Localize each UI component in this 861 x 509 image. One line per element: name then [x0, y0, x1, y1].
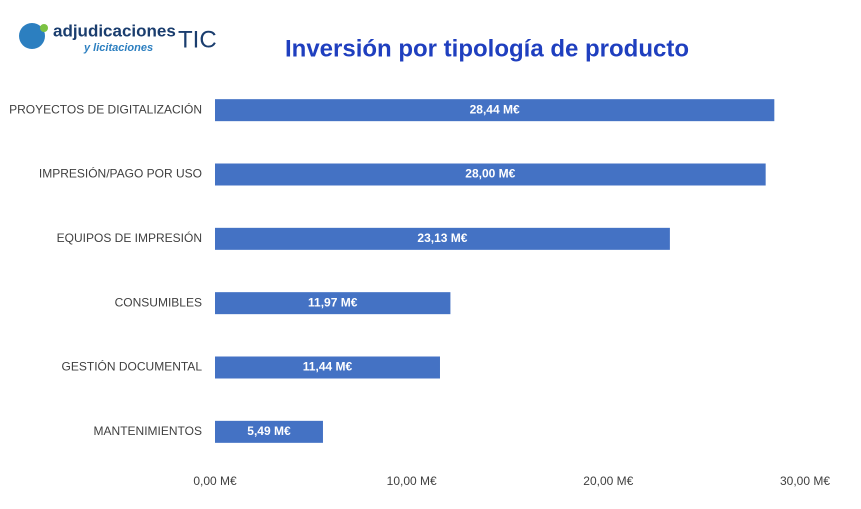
y-tick-label: PROYECTOS DE DIGITALIZACIÓN: [9, 101, 202, 116]
y-tick-label: CONSUMIBLES: [115, 295, 202, 309]
logo-icon: [40, 24, 48, 32]
value-label: 11,44 M€: [303, 360, 353, 374]
x-tick-label: 10,00 M€: [387, 474, 437, 488]
x-tick-label: 30,00 M€: [780, 474, 830, 488]
value-label: 23,13 M€: [417, 231, 467, 245]
y-tick-label: EQUIPOS DE IMPRESIÓN: [57, 230, 202, 245]
logo-icon: [19, 23, 45, 49]
y-tick-label: GESTIÓN DOCUMENTAL: [62, 359, 203, 374]
value-label: 28,44 M€: [470, 102, 520, 116]
logo-name: adjudicaciones: [53, 21, 176, 40]
y-tick-label: MANTENIMIENTOS: [94, 424, 202, 438]
value-label: 11,97 M€: [308, 295, 358, 309]
y-tick-label: IMPRESIÓN/PAGO POR USO: [39, 166, 202, 181]
x-tick-label: 20,00 M€: [583, 474, 633, 488]
bar: [215, 356, 440, 379]
logo-suffix: TIC: [178, 26, 217, 53]
logo-subtitle: y licitaciones: [83, 42, 153, 54]
logo: adjudicaciones y licitaciones TIC: [19, 21, 217, 54]
bar: [215, 163, 766, 186]
chart-title: Inversión por tipología de producto: [285, 35, 689, 62]
bar: [215, 420, 323, 443]
bar: [215, 99, 775, 122]
x-tick-label: 0,00 M€: [193, 474, 237, 488]
bar: [215, 227, 670, 250]
value-label: 5,49 M€: [247, 424, 291, 438]
bar: [215, 292, 451, 315]
value-label: 28,00 M€: [465, 167, 515, 181]
